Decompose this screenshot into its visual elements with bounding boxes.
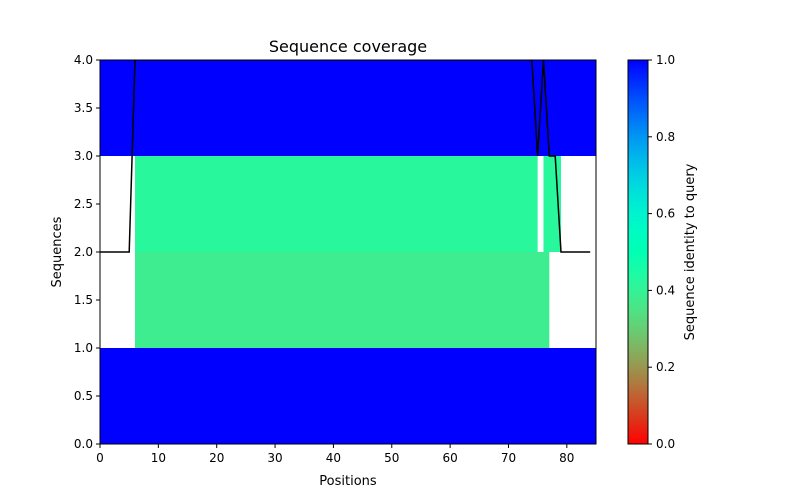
x-tick-label: 40 [326, 451, 341, 465]
y-tick-label: 1.5 [74, 293, 93, 307]
y-axis-label: Sequences [50, 216, 65, 287]
colorbar [628, 60, 648, 444]
coverage-line-layer [100, 60, 591, 253]
x-tick-label: 60 [442, 451, 457, 465]
y-tick-label: 4.0 [74, 53, 93, 67]
y-tick-label: 2.5 [74, 197, 93, 211]
x-tick-label: 10 [151, 451, 166, 465]
coverage-cell-row2-seg0 [135, 156, 538, 252]
y-tick-label: 2.0 [74, 245, 93, 259]
y-tick-label: 0.5 [74, 389, 93, 403]
x-tick-label: 80 [559, 451, 574, 465]
colorbar-label: Sequence identity to query [683, 163, 698, 340]
y-tick-label: 3.5 [74, 101, 93, 115]
y-tick-label: 3.0 [74, 149, 93, 163]
y-tick-label: 1.0 [74, 341, 93, 355]
y-tick-label: 0.0 [74, 437, 93, 451]
x-tick-label: 50 [384, 451, 399, 465]
x-tick-label: 70 [501, 451, 516, 465]
colorbar-tick-label: 0.4 [656, 283, 675, 297]
x-tick-label: 20 [209, 451, 224, 465]
x-tick-label: 0 [96, 451, 104, 465]
colorbar-tick-label: 0.2 [656, 360, 675, 374]
colorbar-frame [627, 59, 649, 445]
y-axis: 0.0 0.5 1.0 1.5 2.0 2.5 3.0 3.5 4.0 [74, 53, 100, 451]
chart-title: Sequence coverage [269, 37, 427, 56]
heatmap-rows [100, 60, 596, 444]
colorbar-axis: 0.0 0.2 0.4 0.6 0.8 1.0 [648, 53, 675, 451]
colorbar-tick-label: 0.8 [656, 130, 675, 144]
coverage-line [100, 60, 591, 253]
colorbar-tick-label: 0.0 [656, 437, 675, 451]
x-tick-label: 30 [267, 451, 282, 465]
coverage-cell-row1-seg0 [135, 252, 550, 348]
colorbar-tick-label: 0.6 [656, 207, 675, 221]
colorbar-tick-label: 1.0 [656, 53, 675, 67]
coverage-cell-row0-seg0 [100, 348, 596, 444]
coverage-cell-row3-seg0 [100, 60, 596, 156]
x-axis: 0 10 20 30 40 50 60 70 80 [96, 444, 574, 465]
x-axis-label: Positions [319, 474, 377, 489]
